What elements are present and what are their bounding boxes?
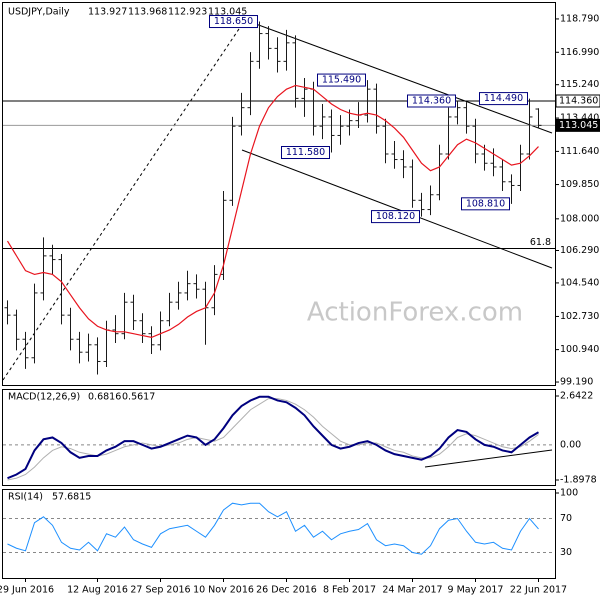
annotation-box (281, 146, 330, 160)
macd-line (7, 395, 540, 480)
watermark: ActionForex.com (307, 298, 523, 328)
rsi-value: 57.6815 (52, 492, 91, 503)
annotation-box (461, 197, 510, 211)
y-tick-label: 108.000 (560, 213, 599, 224)
x-tick-label: 10 Nov 2016 (193, 585, 254, 596)
close-value: 113.045 (208, 7, 247, 18)
x-tick-label: 24 Mar 2017 (382, 585, 442, 596)
y-tick-label: 109.850 (560, 179, 599, 190)
level-label: 114.360 (559, 96, 598, 107)
level-label: 61.8 (530, 237, 551, 248)
x-tick-label: 9 May 2017 (448, 585, 504, 596)
y-tick-label: 30 (560, 547, 572, 558)
low-value: 112.923 (168, 7, 207, 18)
y-tick-label: 116.990 (560, 47, 599, 58)
price-panel (2, 2, 556, 386)
rsi-panel (2, 489, 556, 579)
annotation-label: 114.360 (412, 96, 451, 107)
y-tick-label: 70 (560, 513, 572, 524)
macd-value: 0.6816 (88, 392, 121, 403)
macd-title: MACD(12,26,9) (8, 392, 80, 403)
y-tick-label: 102.730 (560, 311, 599, 322)
y-tick-label: 100.940 (560, 344, 599, 355)
trend-line (2, 19, 246, 381)
x-tick-label: 12 Aug 2016 (67, 585, 128, 596)
annotation-label: 108.120 (376, 211, 415, 222)
chart-title: USDJPY,Daily (8, 7, 70, 18)
macd-panel (2, 389, 556, 486)
y-tick-label: 0.00 (560, 439, 581, 450)
level-box (555, 118, 600, 132)
annotation-label: 115.490 (322, 75, 361, 86)
y-tick-label: -1.8978 (560, 475, 597, 486)
y-tick-label: 99.190 (560, 377, 593, 388)
moving-average (6, 84, 539, 339)
y-tick-label: 2.6422 (560, 390, 593, 401)
level-label: 113.045 (559, 120, 598, 131)
rsi-line (7, 502, 539, 555)
y-tick-label: 104.540 (560, 277, 599, 288)
y-tick-label: 113.440 (560, 113, 599, 124)
high-value: 113.968 (128, 7, 167, 18)
y-tick-label: 100 (560, 488, 578, 499)
y-tick-label: 111.640 (560, 146, 599, 157)
rsi-title: RSI(14) (8, 492, 43, 503)
x-tick-label: 26 Dec 2016 (256, 585, 317, 596)
annotation-box (479, 92, 528, 106)
y-tick-label: 106.290 (560, 245, 599, 256)
signal-value: 0.5617 (122, 392, 155, 403)
annotation-label: 108.810 (466, 198, 505, 209)
y-tick-label: 115.240 (560, 79, 599, 90)
annotation-label: 111.580 (286, 147, 325, 158)
x-tick-label: 29 Jun 2016 (0, 585, 54, 596)
annotation-label: 118.650 (214, 16, 253, 27)
channel-upper (244, 19, 553, 134)
open-value: 113.927 (88, 7, 127, 18)
macd-trend-line (424, 449, 553, 468)
annotation-box (317, 73, 366, 87)
y-tick-label: 118.790 (560, 13, 599, 24)
annotation-label: 114.490 (484, 93, 523, 104)
annotation-box (209, 15, 258, 29)
x-tick-label: 22 Jun 2017 (510, 585, 567, 596)
x-tick-label: 8 Feb 2017 (323, 585, 376, 596)
x-tick-label: 27 Sep 2016 (130, 585, 190, 596)
annotation-box (407, 94, 456, 108)
level-box (555, 94, 600, 108)
annotation-box (371, 210, 420, 224)
